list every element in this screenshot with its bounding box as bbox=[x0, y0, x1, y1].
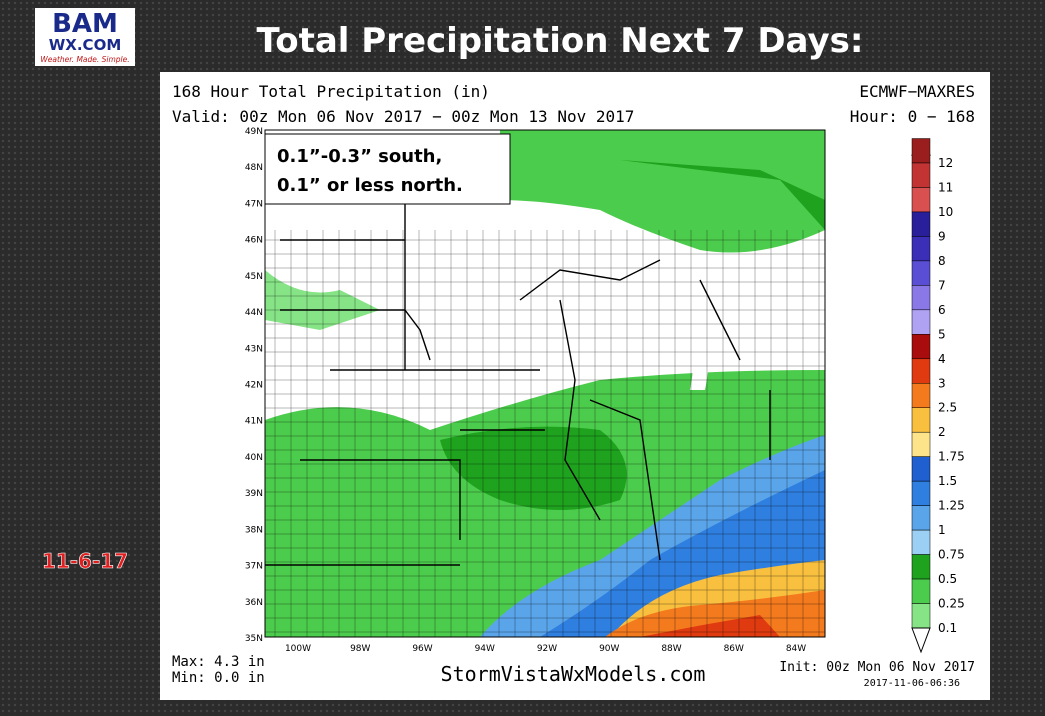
legend-label: 1 bbox=[938, 523, 946, 537]
lon-label: 92W bbox=[537, 644, 557, 654]
legend-swatch bbox=[911, 578, 931, 604]
lat-label: 35N bbox=[245, 634, 263, 644]
legend-swatch bbox=[911, 480, 931, 506]
logo: BAM WX.COM Weather. Made. Simple. bbox=[35, 8, 135, 66]
lon-label: 84W bbox=[786, 644, 806, 654]
legend-label: 5 bbox=[938, 327, 946, 341]
timestamp: 2017-11-06-06:36 bbox=[864, 678, 960, 689]
lat-label: 39N bbox=[245, 489, 263, 499]
precip-orange bbox=[605, 590, 825, 637]
annotation-box bbox=[264, 133, 511, 205]
lon-label: 100W bbox=[285, 644, 311, 654]
lon-label: 96W bbox=[412, 644, 432, 654]
legend-swatch bbox=[911, 187, 931, 213]
legend-label: 0.25 bbox=[938, 597, 965, 611]
map: 0.1”-0.3” south, 0.1” or less north. bbox=[264, 129, 826, 638]
legend-label: 0.75 bbox=[938, 548, 965, 562]
legend-label: 0.1 bbox=[938, 621, 957, 635]
legend: 12 11 10 9 8 7 6 5 4 3 2.5 2 1.75 1.5 1.25 1 0.75 0.5 0.25… bbox=[911, 138, 965, 654]
lon-labels: 100W 98W 96W 94W 92W 90W 88W 86W 84W bbox=[285, 644, 806, 654]
min: Min: 0.0 in bbox=[172, 670, 265, 686]
legend-label: 1.75 bbox=[938, 450, 965, 464]
lat-label: 38N bbox=[245, 525, 263, 535]
legend-swatch bbox=[911, 211, 931, 237]
max: Max: 4.3 in bbox=[172, 654, 265, 670]
lat-label: 47N bbox=[245, 199, 263, 209]
legend-label: 10 bbox=[938, 205, 953, 219]
lat-label: 46N bbox=[245, 236, 263, 246]
valid: Valid: 00z Mon 06 Nov 2017 − 00z Mon 13 … bbox=[172, 107, 634, 126]
legend-swatch bbox=[911, 358, 931, 384]
lon-label: 86W bbox=[724, 644, 744, 654]
title: Total Precipitation Next 7 Days: bbox=[257, 21, 864, 61]
header-right: ECMWF−MAXRES bbox=[859, 82, 975, 101]
lat-label: 40N bbox=[245, 453, 263, 463]
lat-label: 45N bbox=[245, 272, 263, 282]
legend-label: 4 bbox=[938, 352, 946, 366]
legend-swatch bbox=[911, 138, 931, 164]
logo-site: WX.COM bbox=[49, 36, 122, 54]
legend-label: 9 bbox=[938, 229, 946, 243]
legend-swatch bbox=[911, 431, 931, 457]
lon-label: 94W bbox=[475, 644, 495, 654]
date: 11-6-17 bbox=[42, 549, 128, 573]
legend-label: 12 bbox=[938, 156, 953, 170]
header-left: 168 Hour Total Precipitation (in) bbox=[172, 82, 490, 101]
annotation-line: 0.1” or less north. bbox=[277, 175, 463, 196]
legend-label: 3 bbox=[938, 376, 946, 390]
legend-label: 8 bbox=[938, 254, 946, 268]
legend-swatch bbox=[911, 505, 931, 531]
lon-label: 88W bbox=[661, 644, 681, 654]
legend-swatch bbox=[911, 603, 931, 629]
lat-label: 36N bbox=[245, 598, 263, 608]
legend-swatch bbox=[911, 260, 931, 286]
lat-label: 49N bbox=[245, 127, 263, 137]
map-frame bbox=[264, 129, 826, 638]
legend-label: 11 bbox=[938, 180, 953, 194]
precip-darkgreen-mid bbox=[440, 426, 627, 510]
legend-bottom bbox=[911, 627, 931, 654]
lat-label: 48N bbox=[245, 163, 263, 173]
legend-swatch bbox=[911, 285, 931, 311]
lat-label: 43N bbox=[245, 344, 263, 354]
legend-label: 2 bbox=[938, 425, 946, 439]
county-grid bbox=[265, 230, 825, 637]
hour: Hour: 0 − 168 bbox=[850, 107, 975, 126]
legend-swatch bbox=[911, 554, 931, 580]
logo-tagline: Weather. Made. Simple. bbox=[40, 55, 129, 64]
legend-swatch bbox=[911, 334, 931, 360]
legend-label: 6 bbox=[938, 303, 946, 317]
lat-label: 37N bbox=[245, 562, 263, 572]
lat-label: 42N bbox=[245, 381, 263, 391]
legend-swatch bbox=[911, 456, 931, 482]
annotation-line: 0.1”-0.3” south, bbox=[277, 146, 442, 167]
source: StormVistaWxModels.com bbox=[441, 662, 706, 686]
precip-darkgreen bbox=[620, 160, 825, 230]
legend-swatch bbox=[911, 309, 931, 335]
legend-label: 0.5 bbox=[938, 572, 957, 586]
legend-label: 1.25 bbox=[938, 499, 965, 513]
logo-name: BAM bbox=[52, 9, 118, 39]
lake-michigan bbox=[680, 300, 709, 390]
precip-light bbox=[265, 270, 380, 330]
init: Init: 00z Mon 06 Nov 2017 bbox=[779, 660, 975, 675]
legend-label: 1.5 bbox=[938, 474, 957, 488]
legend-swatch bbox=[911, 236, 931, 262]
legend-swatch bbox=[911, 407, 931, 433]
legend-label: 7 bbox=[938, 278, 946, 292]
lon-label: 98W bbox=[350, 644, 370, 654]
legend-label: 2.5 bbox=[938, 401, 957, 415]
lat-label: 41N bbox=[245, 417, 263, 427]
legend-swatch bbox=[911, 162, 931, 188]
logo-bg bbox=[35, 8, 135, 66]
lat-labels: 49N 48N 47N 46N 45N 44N 43N 42N 41N 40N 39N 38N 37N 3… bbox=[245, 127, 263, 644]
legend-swatch bbox=[911, 529, 931, 555]
lat-label: 44N bbox=[245, 308, 263, 318]
legend-swatch bbox=[911, 383, 931, 408]
precip-green-north bbox=[500, 130, 825, 253]
lon-label: 90W bbox=[599, 644, 619, 654]
